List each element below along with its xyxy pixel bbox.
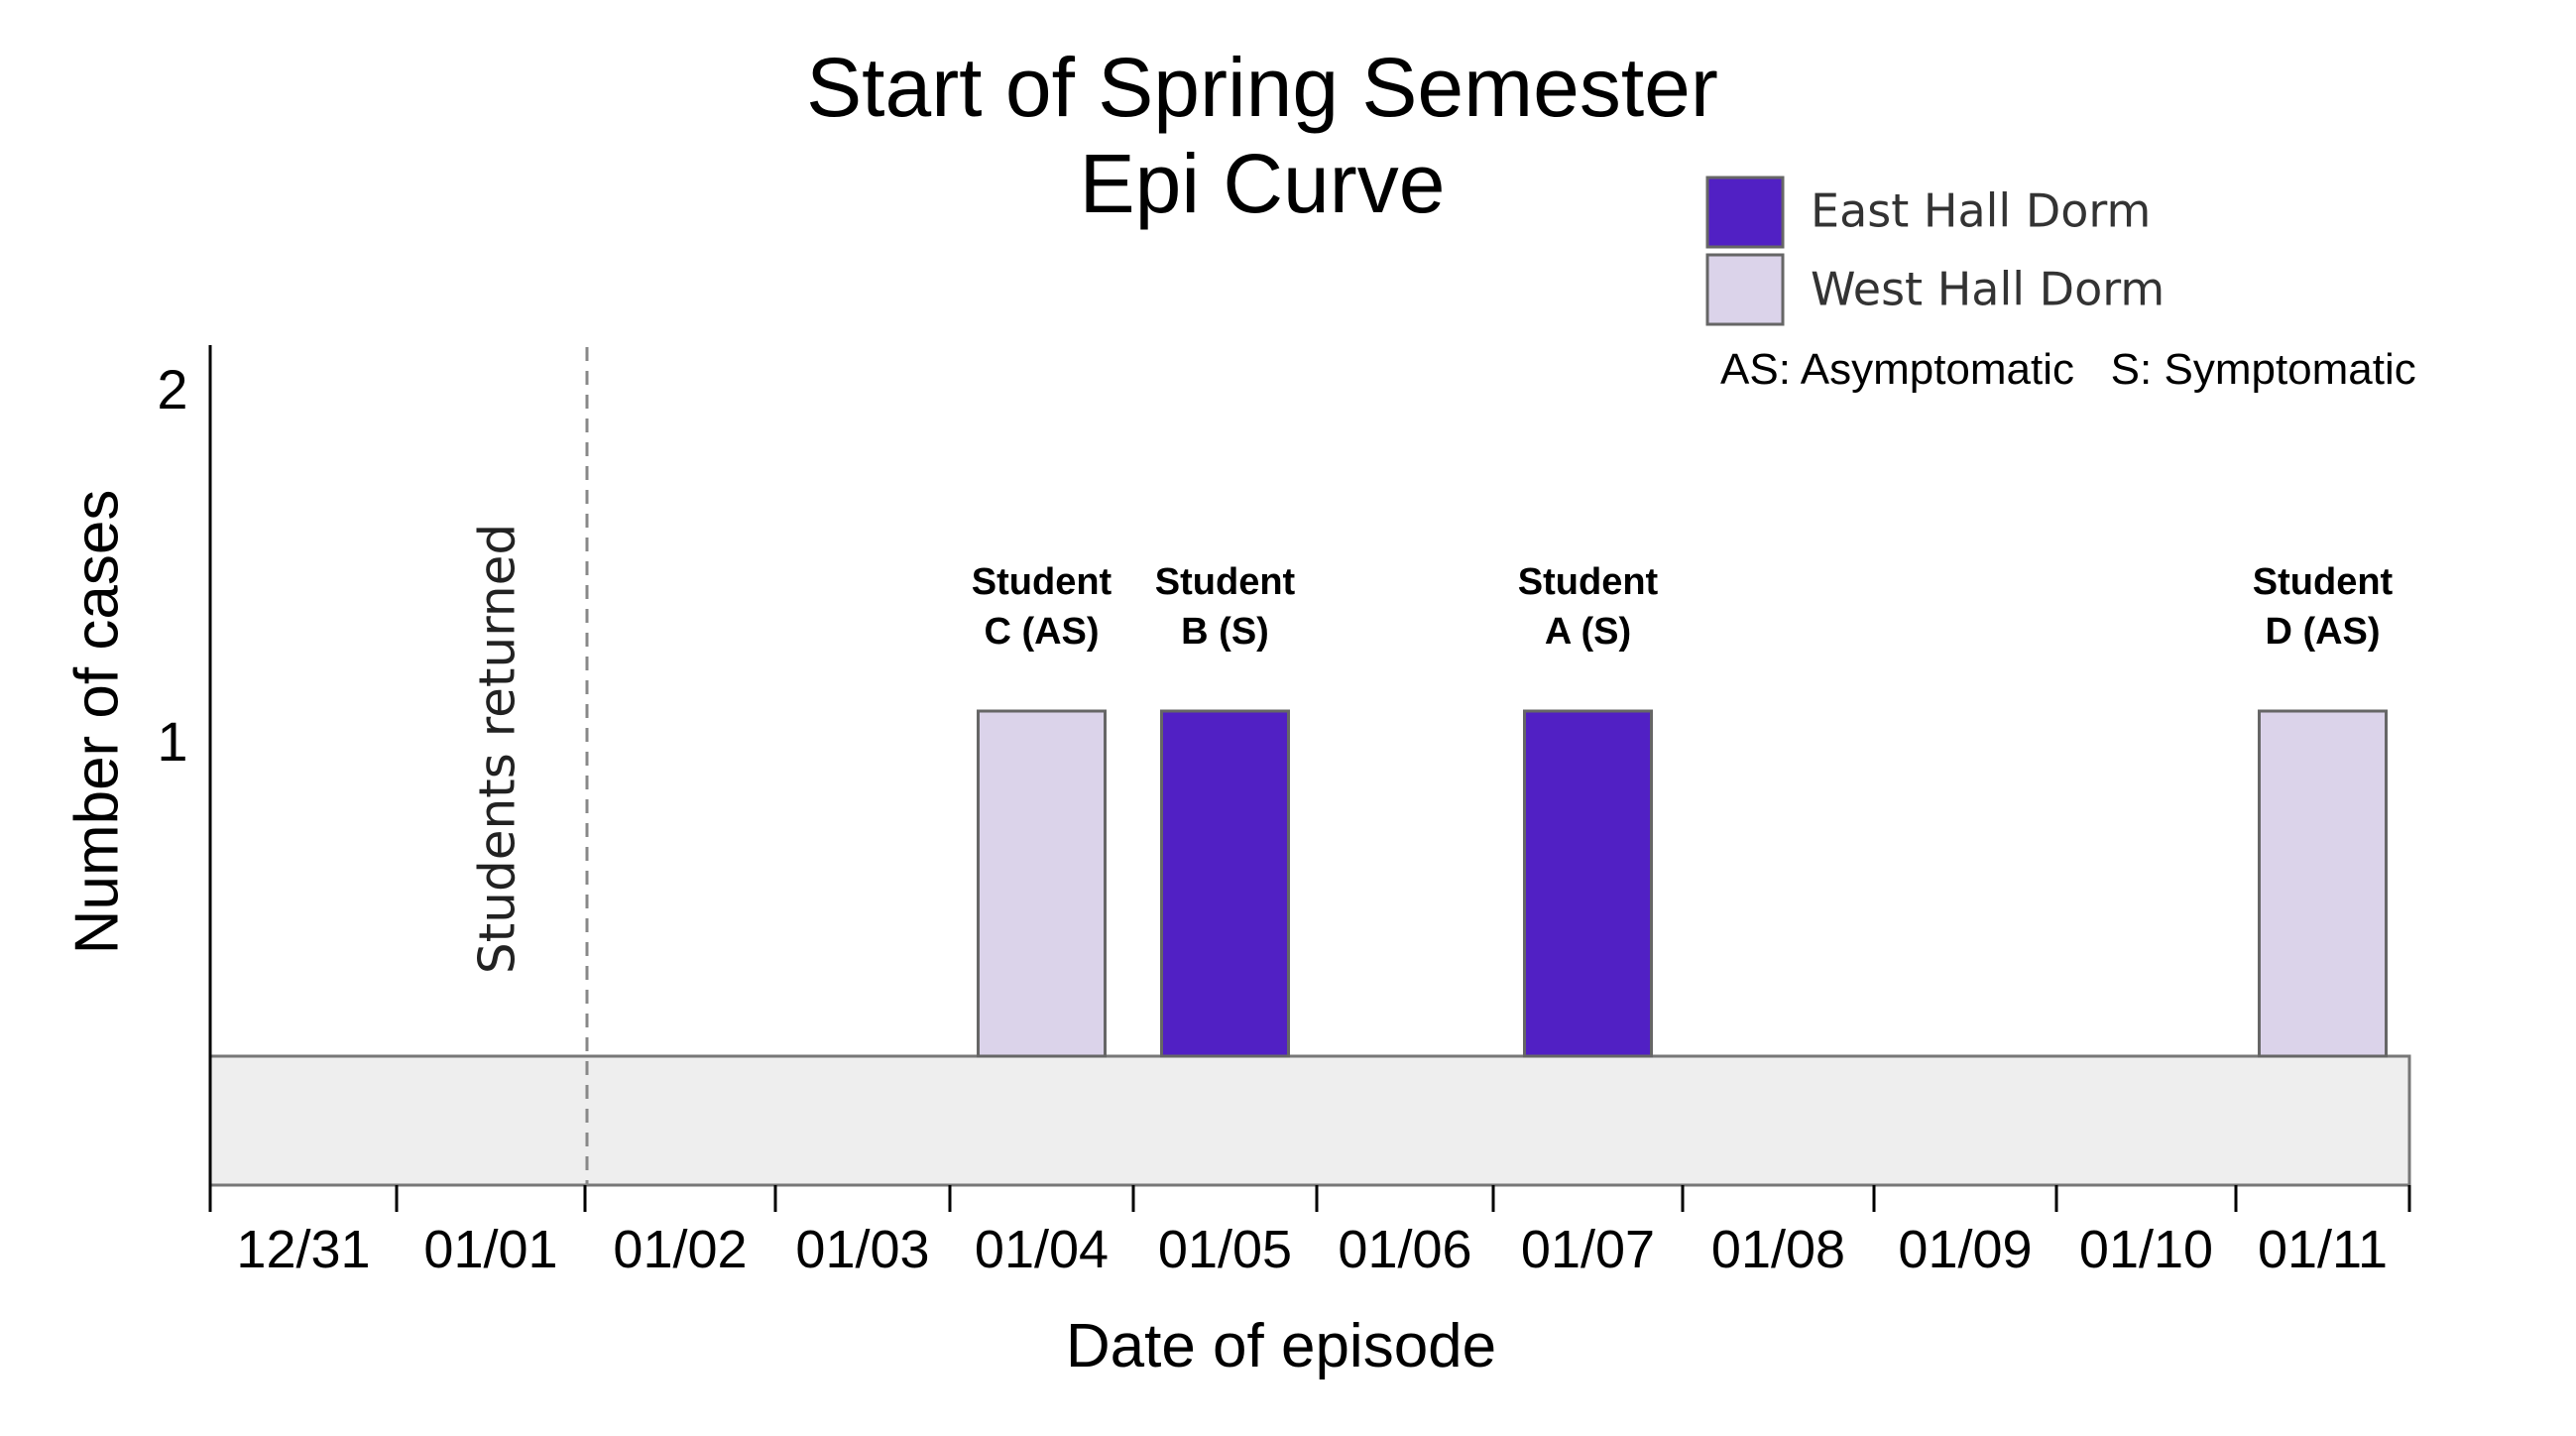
bar-label-01-07-line-2: A (S) <box>1545 611 1631 653</box>
x-tick-label-01-08: 01/08 <box>1711 1220 1845 1279</box>
x-tick-labels-group: 12/31 01/01 01/02 01/03 01/04 01/05 01/06 01/07… <box>236 1220 2388 1279</box>
bar-01-05 <box>1160 709 1290 1058</box>
x-tick-label-01-04: 01/04 <box>975 1220 1109 1279</box>
legend-swatch-east-hall <box>1705 176 1785 249</box>
x-tick-label-01-11: 01/11 <box>2258 1220 2388 1279</box>
y-tick-label-1: 1 <box>157 710 187 773</box>
bar-01-04 <box>977 709 1107 1058</box>
chart-title-line-1: Start of Spring Semester <box>806 41 1718 134</box>
legend-note: AS: Asymptomatic S: Symptomatic <box>1720 345 2416 394</box>
bar-label-01-11-line-2: D (AS) <box>2265 611 2380 653</box>
bar-01-07 <box>1523 709 1653 1058</box>
x-tick-marks <box>208 1185 2411 1212</box>
y-tick-label-2: 2 <box>157 358 187 420</box>
bar-label-01-04-line-1: Student <box>972 561 1112 603</box>
event-marker-label: Students returned <box>469 524 527 974</box>
x-tick-label-01-02: 01/02 <box>613 1220 747 1279</box>
bars-group <box>977 709 2388 1058</box>
bar-01-11 <box>2258 709 2388 1058</box>
legend-label-west-hall: West Hall Dorm <box>1811 263 2165 316</box>
bar-label-01-04-line-2: C (AS) <box>984 611 1099 653</box>
legend-swatch-west-hall <box>1705 253 1785 326</box>
chart-title-line-2: Epi Curve <box>1080 137 1446 230</box>
y-axis-label: Number of cases <box>62 490 131 955</box>
x-tick-label-01-07: 01/07 <box>1521 1220 1655 1279</box>
bar-labels-group: Student C (AS) Student B (S) Student A (S) Stu… <box>972 561 2394 653</box>
x-tick-label-01-09: 01/09 <box>1898 1220 2032 1279</box>
x-tick-label-01-03: 01/03 <box>795 1220 929 1279</box>
bar-label-01-05-line-1: Student <box>1155 561 1296 603</box>
legend: East Hall Dorm West Hall Dorm AS: Asympt… <box>1705 176 2416 394</box>
bar-label-01-07-line-1: Student <box>1518 561 1659 603</box>
bar-label-01-11-line-1: Student <box>2253 561 2394 603</box>
x-tick-label-12-31: 12/31 <box>236 1220 370 1279</box>
legend-label-east-hall: East Hall Dorm <box>1811 184 2151 238</box>
x-tick-label-01-01: 01/01 <box>423 1220 557 1279</box>
x-tick-label-01-10: 01/10 <box>2079 1220 2213 1279</box>
x-axis-label: Date of episode <box>1066 1312 1496 1380</box>
x-tick-label-01-05: 01/05 <box>1158 1220 1292 1279</box>
x-tick-label-01-06: 01/06 <box>1338 1220 1471 1279</box>
bar-label-01-05-line-2: B (S) <box>1181 611 1269 653</box>
baseline-band <box>208 1054 2411 1187</box>
